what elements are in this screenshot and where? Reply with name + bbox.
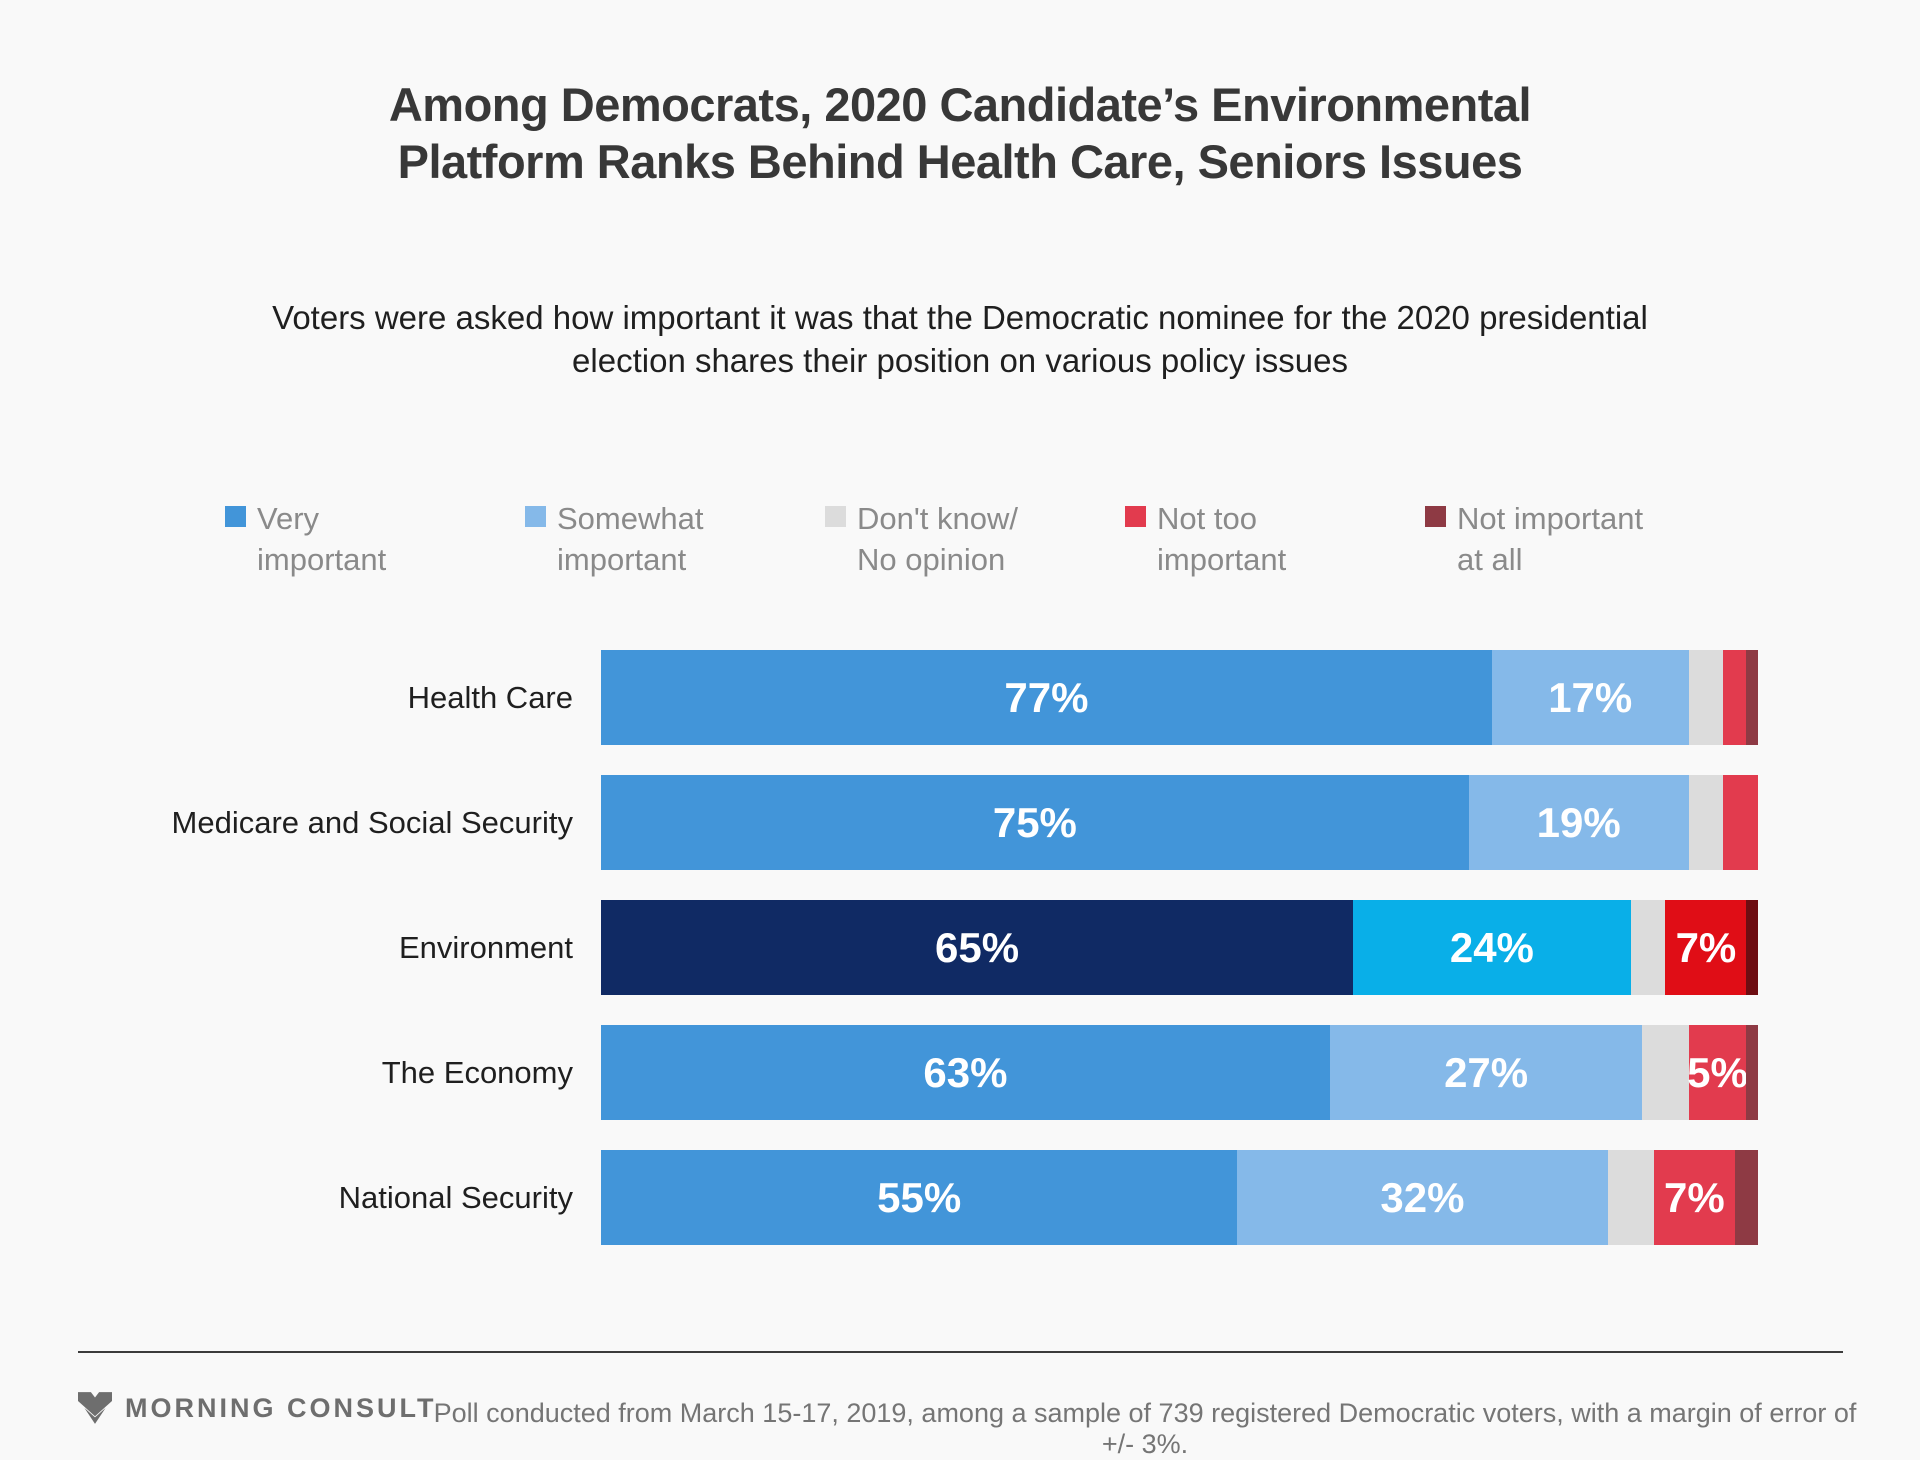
bar-segment-not-too-important: 7%: [1665, 900, 1747, 995]
bar-segment-somewhat-important: 32%: [1237, 1150, 1608, 1245]
bar-segment-don-t-know-no-opinion: [1688, 650, 1724, 745]
bar-row-label: Environment: [398, 929, 573, 965]
bar-segment-don-t-know-no-opinion: [1607, 1150, 1654, 1245]
chart-subtitle: Voters were asked how important it was t…: [0, 297, 1920, 383]
bar-row-bars: 77% 17%: [601, 650, 1758, 745]
bar-segment-not-too-important: 5%: [1687, 1025, 1748, 1120]
legend-item-not-important: Not important at all: [1425, 498, 1725, 580]
footer-divider: [78, 1351, 1843, 1353]
legend-label: Not important at all: [1457, 501, 1644, 578]
bar-row-bars: 55% 32% 7%: [601, 1150, 1758, 1245]
bar-segment-label: 7%: [1663, 1173, 1725, 1221]
legend-label: Not too important: [1157, 501, 1287, 578]
bar-row-the-economy: The Economy 63% 27% 5%: [0, 1025, 1920, 1120]
bar-segment-label: 5%: [1687, 1048, 1748, 1096]
bar-segment-label: 27%: [1444, 1048, 1529, 1096]
legend-label: Don't know/ No opinion: [857, 501, 1018, 578]
chart-subtitle-text: Voters were asked how important it was t…: [272, 299, 1648, 379]
bar-row-label: Medicare and Social Security: [171, 804, 573, 840]
bar-segment-not-important-at-all: [1746, 650, 1758, 745]
legend-swatch-icon: [825, 506, 846, 527]
bar-row-label: The Economy: [381, 1054, 573, 1090]
bar-segment-label: 77%: [1004, 673, 1089, 721]
bar-segment-somewhat-important: 17%: [1491, 650, 1689, 745]
legend-swatch-icon: [1125, 506, 1146, 527]
legend-item-somewhat: Somewhat important: [525, 498, 825, 580]
bar-segment-don-t-know-no-opinion: [1630, 900, 1666, 995]
bar-row-label: Health Care: [407, 679, 573, 715]
bar-segment-very-important: 65%: [601, 900, 1354, 995]
legend: Very important Somewhat important Don't kn…: [225, 498, 1725, 580]
legend-swatch-icon: [1425, 506, 1446, 527]
bar-segment-label: 55%: [877, 1173, 962, 1221]
logo-m-icon: [78, 1392, 112, 1424]
bar-row-medicare-and-social-security: Medicare and Social Security 75% 19%: [0, 775, 1920, 870]
bar-row-environment: Environment 65% 24% 7%: [0, 900, 1920, 995]
logo-wordmark: MORNING CONSULT: [125, 1392, 437, 1423]
bar-chart: Health Care 77% 17% Medicare and Social Sec…: [0, 650, 1920, 1275]
bar-segment-label: 19%: [1536, 798, 1621, 846]
bar-row-bars: 75% 19%: [601, 775, 1758, 870]
bar-row-national-security: National Security 55% 32% 7%: [0, 1150, 1920, 1245]
bar-segment-very-important: 63%: [601, 1025, 1330, 1120]
legend-label: Somewhat important: [557, 501, 704, 578]
bar-segment-label: 32%: [1380, 1173, 1465, 1221]
bar-segment-label: 7%: [1675, 923, 1737, 971]
bar-segment-label: 75%: [992, 798, 1077, 846]
page-title-text: Among Democrats, 2020 Candidate’s Enviro…: [388, 78, 1532, 189]
legend-swatch-icon: [225, 506, 246, 527]
bar-row-bars: 63% 27% 5%: [601, 1025, 1758, 1120]
bar-segment-label: 63%: [923, 1048, 1008, 1096]
legend-item-very: Very important: [225, 498, 525, 580]
legend-item-not-too: Not too important: [1125, 498, 1425, 580]
bar-segment-not-important-at-all: [1746, 1025, 1758, 1120]
bar-segment-not-too-important: [1723, 775, 1758, 870]
bar-segment-not-important-at-all: [1746, 900, 1758, 995]
legend-item-don-t-know: Don't know/ No opinion: [825, 498, 1125, 580]
page-title: Among Democrats, 2020 Candidate’s Enviro…: [0, 76, 1920, 191]
bar-segment-not-too-important: 7%: [1653, 1150, 1735, 1245]
legend-swatch-icon: [525, 506, 546, 527]
bar-segment-label: 17%: [1548, 673, 1633, 721]
poll-footnote: Poll conducted from March 15-17, 2019, a…: [433, 1398, 1857, 1459]
legend-label: Very important: [257, 501, 387, 578]
bar-row-health-care: Health Care 77% 17%: [0, 650, 1920, 745]
bar-segment-label: 65%: [934, 923, 1020, 971]
bar-row-label: National Security: [338, 1179, 573, 1215]
bar-segment-somewhat-important: 19%: [1468, 775, 1689, 870]
bar-segment-not-important-at-all: [1734, 1150, 1758, 1245]
bar-segment-somewhat-important: 27%: [1329, 1025, 1643, 1120]
bar-segment-very-important: 77%: [601, 650, 1492, 745]
morning-consult-logo: MORNING CONSULT: [78, 1392, 436, 1424]
bar-segment-somewhat-important: 24%: [1353, 900, 1631, 995]
bar-segment-don-t-know-no-opinion: [1642, 1025, 1689, 1120]
bar-row-bars: 65% 24% 7%: [601, 900, 1758, 995]
bar-segment-very-important: 55%: [601, 1150, 1238, 1245]
bar-segment-not-too-important: [1723, 650, 1747, 745]
bar-segment-don-t-know-no-opinion: [1688, 775, 1724, 870]
bar-segment-label: 24%: [1449, 923, 1534, 971]
bar-segment-very-important: 75%: [601, 775, 1469, 870]
